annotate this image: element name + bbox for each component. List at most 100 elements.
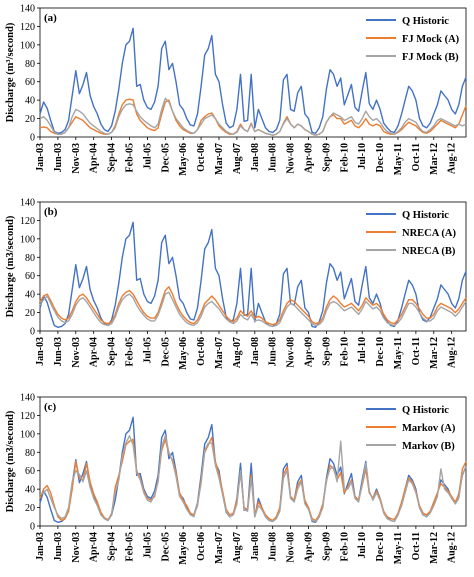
x-tick-label: Sep-09 bbox=[321, 532, 332, 561]
plot-frame bbox=[39, 7, 467, 138]
series-line-model_b bbox=[39, 291, 467, 328]
legend-label: FJ Mock (B) bbox=[402, 52, 459, 63]
y-tick-label: 100 bbox=[20, 234, 35, 245]
legend-label: FJ Mock (A) bbox=[402, 34, 460, 45]
legend-bg bbox=[360, 48, 464, 63]
legend-label: Q Historic bbox=[402, 405, 449, 416]
panel-label: (c) bbox=[44, 401, 57, 413]
x-tick-label: Dec-05 bbox=[160, 532, 171, 561]
x-tick-label: Jan-08 bbox=[250, 532, 261, 561]
x-tick-label: Feb-05 bbox=[124, 532, 135, 561]
x-tick-label: Apr-09 bbox=[303, 532, 314, 562]
x-tick-label: May-06 bbox=[178, 143, 189, 176]
x-tick-label: Jan-08 bbox=[250, 337, 261, 366]
x-tick-label: Nov-08 bbox=[286, 337, 297, 368]
y-tick-label: 80 bbox=[25, 253, 35, 264]
legend: Q Historic NRECA (A) NRECA (B) bbox=[360, 206, 464, 257]
y-tick-label: 40 bbox=[25, 485, 35, 496]
x-tick-label: Aug-12 bbox=[447, 337, 458, 368]
x-tick-label: Apr-04 bbox=[89, 532, 100, 562]
chart-panel-3: 0 20 40 60 80 100 120 140 Discharge (m3/second) J… bbox=[5, 393, 467, 565]
x-tick-label: Feb-05 bbox=[124, 143, 135, 172]
x-tick-label: May-11 bbox=[393, 143, 404, 175]
legend: Q Historic FJ Mock (A) FJ Mock (B) bbox=[360, 12, 464, 63]
x-tick-label: Feb-10 bbox=[339, 143, 350, 172]
x-tick-label: Feb-05 bbox=[124, 337, 135, 366]
x-tick-label: Dec-05 bbox=[160, 337, 171, 366]
x-tick-label: Jul-05 bbox=[142, 143, 153, 170]
x-tick-label: Apr-04 bbox=[89, 143, 100, 173]
x-tick-label: Oct-11 bbox=[411, 532, 422, 560]
x-tick-label: Jan-03 bbox=[35, 532, 46, 561]
x-tick-label: Jun-03 bbox=[53, 532, 64, 561]
legend-bg bbox=[360, 401, 464, 416]
series-line-historic bbox=[39, 27, 467, 135]
legend-bg bbox=[360, 30, 464, 45]
legend-label: NRECA (B) bbox=[402, 246, 456, 257]
legend-label: Markov (A) bbox=[402, 423, 456, 434]
x-tick-label: Nov-08 bbox=[286, 532, 297, 563]
x-tick-label: May-11 bbox=[393, 337, 404, 369]
y-tick-label: 120 bbox=[20, 22, 35, 33]
x-tick-label: Dec-10 bbox=[375, 337, 386, 366]
x-tick-label: Oct-06 bbox=[196, 143, 207, 172]
x-tick-label: May-06 bbox=[178, 532, 189, 565]
y-tick-label: 0 bbox=[30, 133, 35, 144]
x-tick-label: Jun-08 bbox=[268, 532, 279, 561]
x-tick-label: Jul-10 bbox=[357, 337, 368, 364]
series-line-model_b bbox=[39, 435, 467, 523]
x-tick-label: Nov-03 bbox=[71, 532, 82, 563]
legend-bg bbox=[360, 12, 464, 27]
x-tick-label: Sep-04 bbox=[107, 532, 118, 561]
x-tick-label: Nov-03 bbox=[71, 143, 82, 174]
series-line-model_b bbox=[39, 97, 467, 136]
x-tick-label: Aug-07 bbox=[232, 143, 243, 174]
y-tick-label: 20 bbox=[25, 308, 35, 319]
x-tick-label: Mar-12 bbox=[429, 337, 440, 369]
x-tick-label: Aug-12 bbox=[447, 143, 458, 174]
x-tick-label: Jun-08 bbox=[268, 143, 279, 172]
x-tick-label: Mar-07 bbox=[214, 143, 225, 175]
x-tick-label: Jul-05 bbox=[142, 532, 153, 559]
x-tick-label: Mar-07 bbox=[214, 532, 225, 564]
x-tick-label: Dec-10 bbox=[375, 532, 386, 561]
x-tick-label: Dec-10 bbox=[375, 143, 386, 172]
x-tick-label: Aug-07 bbox=[232, 532, 243, 563]
y-tick-label: 40 bbox=[25, 290, 35, 301]
y-axis-label: Discharge (m³/second) bbox=[5, 22, 16, 122]
panel-label: (b) bbox=[44, 206, 58, 218]
x-tick-label: Sep-09 bbox=[321, 337, 332, 366]
y-tick-label: 120 bbox=[20, 411, 35, 422]
y-tick-label: 60 bbox=[25, 466, 35, 477]
y-axis-label: Discharge (m3/second) bbox=[5, 410, 16, 512]
x-tick-label: Feb-10 bbox=[339, 532, 350, 561]
legend-bg bbox=[360, 242, 464, 257]
y-tick-label: 140 bbox=[20, 198, 35, 209]
y-tick-label: 40 bbox=[25, 96, 35, 107]
legend-bg bbox=[360, 224, 464, 239]
x-tick-label: Aug-12 bbox=[447, 532, 458, 563]
legend-bg bbox=[360, 437, 464, 452]
x-tick-label: Apr-04 bbox=[89, 337, 100, 367]
legend-bg bbox=[360, 419, 464, 434]
plot-frame bbox=[39, 396, 467, 527]
legend: Q Historic Markov (A) Markov (B) bbox=[360, 401, 464, 452]
x-tick-label: Jun-03 bbox=[53, 337, 64, 366]
y-tick-label: 20 bbox=[25, 114, 35, 125]
y-tick-label: 0 bbox=[30, 327, 35, 338]
x-tick-label: Jul-10 bbox=[357, 143, 368, 170]
x-tick-label: Jun-08 bbox=[268, 337, 279, 366]
chart-panel-2: 0 20 40 60 80 100 120 140 Discharge (m3/second) J… bbox=[5, 198, 467, 370]
plot-frame bbox=[39, 201, 467, 332]
x-tick-label: Oct-06 bbox=[196, 337, 207, 366]
x-tick-label: Sep-09 bbox=[321, 143, 332, 172]
legend-label: NRECA (A) bbox=[402, 228, 456, 239]
y-tick-label: 80 bbox=[25, 59, 35, 70]
legend-bg bbox=[360, 206, 464, 221]
legend-label: Q Historic bbox=[402, 16, 449, 27]
y-tick-label: 120 bbox=[20, 216, 35, 227]
x-tick-label: Jan-03 bbox=[35, 143, 46, 172]
x-tick-label: Mar-12 bbox=[429, 532, 440, 564]
x-tick-label: Dec-05 bbox=[160, 143, 171, 172]
